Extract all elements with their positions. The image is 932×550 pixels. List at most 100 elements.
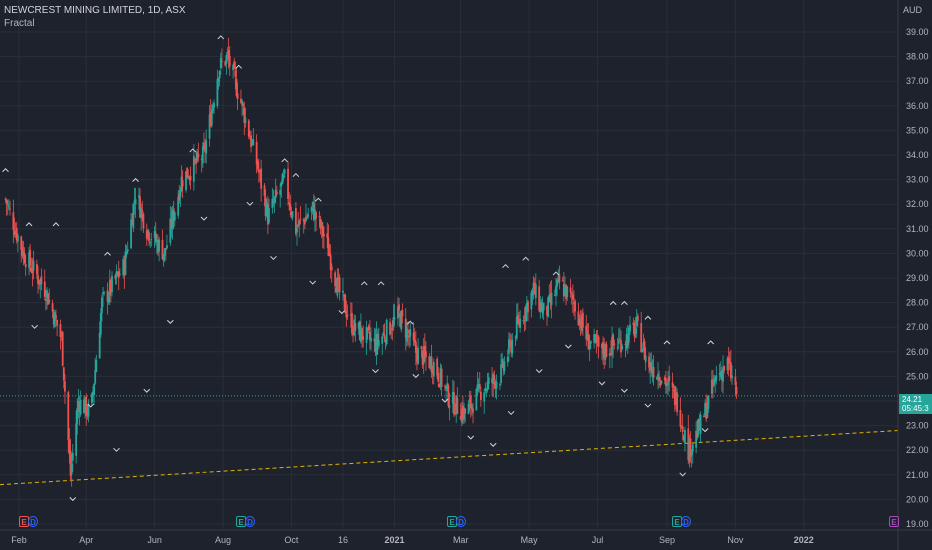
candle[interactable] bbox=[533, 277, 536, 295]
candle[interactable] bbox=[495, 374, 498, 400]
candle[interactable] bbox=[483, 388, 486, 414]
candle[interactable] bbox=[46, 287, 48, 310]
candle[interactable] bbox=[509, 332, 511, 348]
candle[interactable] bbox=[99, 308, 102, 338]
candle[interactable] bbox=[323, 226, 325, 249]
candle[interactable] bbox=[166, 234, 168, 250]
candle[interactable] bbox=[131, 213, 134, 226]
candle[interactable] bbox=[264, 189, 267, 221]
candle[interactable] bbox=[632, 317, 635, 335]
candle[interactable] bbox=[714, 375, 717, 393]
candle[interactable] bbox=[375, 321, 378, 366]
candle[interactable] bbox=[122, 255, 125, 279]
candle[interactable] bbox=[210, 104, 213, 128]
candle[interactable] bbox=[345, 300, 348, 327]
candle[interactable] bbox=[719, 361, 722, 380]
candle[interactable] bbox=[642, 333, 645, 352]
candle[interactable] bbox=[722, 355, 724, 394]
candle[interactable] bbox=[569, 278, 572, 298]
candle[interactable] bbox=[731, 365, 733, 385]
candle[interactable] bbox=[612, 333, 615, 358]
candle[interactable] bbox=[423, 333, 426, 362]
candle[interactable] bbox=[115, 264, 118, 285]
candle[interactable] bbox=[338, 273, 341, 301]
candle[interactable] bbox=[383, 323, 386, 342]
candle[interactable] bbox=[51, 299, 54, 319]
candle[interactable] bbox=[362, 325, 365, 348]
candle[interactable] bbox=[22, 240, 25, 266]
candle[interactable] bbox=[224, 60, 227, 67]
candle[interactable] bbox=[98, 321, 101, 359]
candle[interactable] bbox=[116, 271, 119, 277]
candle[interactable] bbox=[319, 215, 322, 235]
candle[interactable] bbox=[478, 372, 481, 393]
candle[interactable] bbox=[370, 327, 372, 351]
candle[interactable] bbox=[524, 304, 527, 330]
candle[interactable] bbox=[706, 395, 709, 419]
candle[interactable] bbox=[263, 183, 266, 207]
candle[interactable] bbox=[279, 183, 282, 208]
candle[interactable] bbox=[289, 194, 292, 218]
candle[interactable] bbox=[635, 309, 638, 338]
candle[interactable] bbox=[439, 363, 442, 391]
candle[interactable] bbox=[251, 138, 254, 147]
candle[interactable] bbox=[596, 330, 599, 347]
candle[interactable] bbox=[688, 434, 691, 468]
candle[interactable] bbox=[390, 324, 393, 339]
candle[interactable] bbox=[666, 382, 668, 394]
candle[interactable] bbox=[162, 254, 165, 267]
candle[interactable] bbox=[447, 383, 450, 409]
candle[interactable] bbox=[644, 347, 647, 371]
candle[interactable] bbox=[605, 341, 608, 358]
candle[interactable] bbox=[103, 291, 106, 296]
candle[interactable] bbox=[118, 268, 121, 277]
candle[interactable] bbox=[28, 246, 30, 276]
candle[interactable] bbox=[726, 356, 729, 375]
candle[interactable] bbox=[346, 304, 349, 320]
candle[interactable] bbox=[7, 199, 10, 211]
candle[interactable] bbox=[200, 154, 203, 173]
candle[interactable] bbox=[626, 324, 629, 354]
candle[interactable] bbox=[640, 311, 643, 353]
candle[interactable] bbox=[124, 244, 127, 276]
candle[interactable] bbox=[217, 77, 220, 90]
candle[interactable] bbox=[227, 37, 230, 69]
candle[interactable] bbox=[101, 294, 103, 322]
candle[interactable] bbox=[226, 47, 229, 62]
candle[interactable] bbox=[29, 243, 32, 272]
candle[interactable] bbox=[158, 236, 161, 262]
candle[interactable] bbox=[499, 382, 501, 391]
candle[interactable] bbox=[266, 195, 269, 235]
candle[interactable] bbox=[303, 217, 306, 229]
candle[interactable] bbox=[444, 384, 446, 392]
candle[interactable] bbox=[357, 321, 360, 335]
candle[interactable] bbox=[511, 333, 514, 358]
candle[interactable] bbox=[164, 247, 167, 261]
candle[interactable] bbox=[547, 296, 550, 318]
candle[interactable] bbox=[381, 334, 384, 356]
candle[interactable] bbox=[39, 277, 42, 299]
candle[interactable] bbox=[604, 342, 607, 366]
candle[interactable] bbox=[494, 379, 497, 398]
candle[interactable] bbox=[404, 308, 407, 351]
candle[interactable] bbox=[268, 198, 270, 225]
candle[interactable] bbox=[234, 61, 237, 90]
candle[interactable] bbox=[358, 320, 361, 341]
candle[interactable] bbox=[139, 188, 141, 219]
candle[interactable] bbox=[6, 200, 9, 216]
candle[interactable] bbox=[354, 315, 357, 342]
candle[interactable] bbox=[243, 102, 246, 136]
candle[interactable] bbox=[689, 431, 692, 463]
candle[interactable] bbox=[367, 323, 370, 334]
candle[interactable] bbox=[48, 288, 51, 305]
candle[interactable] bbox=[530, 290, 533, 318]
candle[interactable] bbox=[408, 329, 411, 348]
candle[interactable] bbox=[620, 330, 622, 358]
candle[interactable] bbox=[68, 428, 71, 464]
candle[interactable] bbox=[153, 226, 156, 248]
candle[interactable] bbox=[282, 169, 285, 182]
candle[interactable] bbox=[400, 309, 403, 333]
candle[interactable] bbox=[149, 240, 152, 248]
candle[interactable] bbox=[562, 272, 565, 302]
candle[interactable] bbox=[90, 392, 93, 406]
